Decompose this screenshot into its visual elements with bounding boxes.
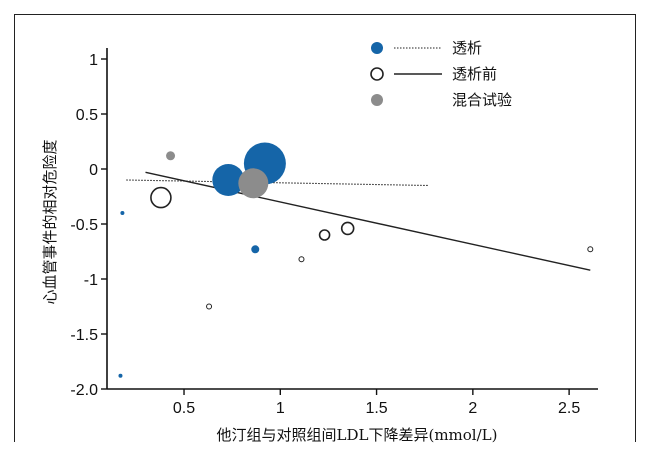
y-tick-label: -1	[84, 272, 98, 289]
legend-marker	[371, 94, 383, 106]
axes	[106, 48, 598, 390]
y-tick-label: 0	[89, 162, 98, 179]
data-point	[150, 186, 172, 209]
legend-label: 混合试验	[452, 91, 512, 109]
x-tick-label: 1	[276, 400, 285, 417]
chart-frame	[14, 14, 636, 442]
x-tick-label: 0.5	[173, 400, 195, 417]
x-tick-label: 1.5	[365, 400, 387, 417]
legend-marker	[371, 42, 383, 54]
data-point	[251, 245, 260, 254]
data-points	[118, 142, 594, 378]
y-tick-label: -0.5	[70, 217, 98, 234]
legend-label: 透析	[452, 39, 482, 57]
y-tick-label: 0.5	[76, 107, 98, 124]
regression-line	[145, 171, 591, 271]
legend-marker	[370, 67, 384, 81]
y-axis-title: 心血管事件的相对危险度	[41, 139, 59, 304]
data-point	[587, 246, 594, 253]
data-point	[118, 373, 123, 378]
data-point	[318, 229, 331, 241]
y-tick-label: -2.0	[70, 382, 98, 399]
data-point	[298, 256, 305, 263]
x-tick-label: 2	[468, 400, 477, 417]
data-point	[206, 303, 213, 310]
data-point	[212, 164, 245, 196]
data-point	[120, 211, 125, 215]
y-tick-label: -1.5	[70, 327, 98, 344]
regression-lines	[126, 171, 591, 271]
data-point	[340, 221, 355, 236]
y-tick-label: 1	[89, 52, 98, 69]
y-ticks: 1 0.5 0 -0.5 -1 -1.5 -2.0	[70, 52, 107, 399]
x-tick-label: 2.5	[558, 400, 580, 417]
regression-line	[126, 179, 429, 187]
data-point	[238, 168, 269, 199]
legend-label: 透析前	[452, 65, 497, 83]
x-ticks: 0.5 1 1.5 2 2.5	[173, 389, 580, 417]
x-axis-title: 他汀组与对照组间LDL下降差异(mmol/L)	[217, 426, 498, 444]
data-point	[166, 151, 176, 161]
